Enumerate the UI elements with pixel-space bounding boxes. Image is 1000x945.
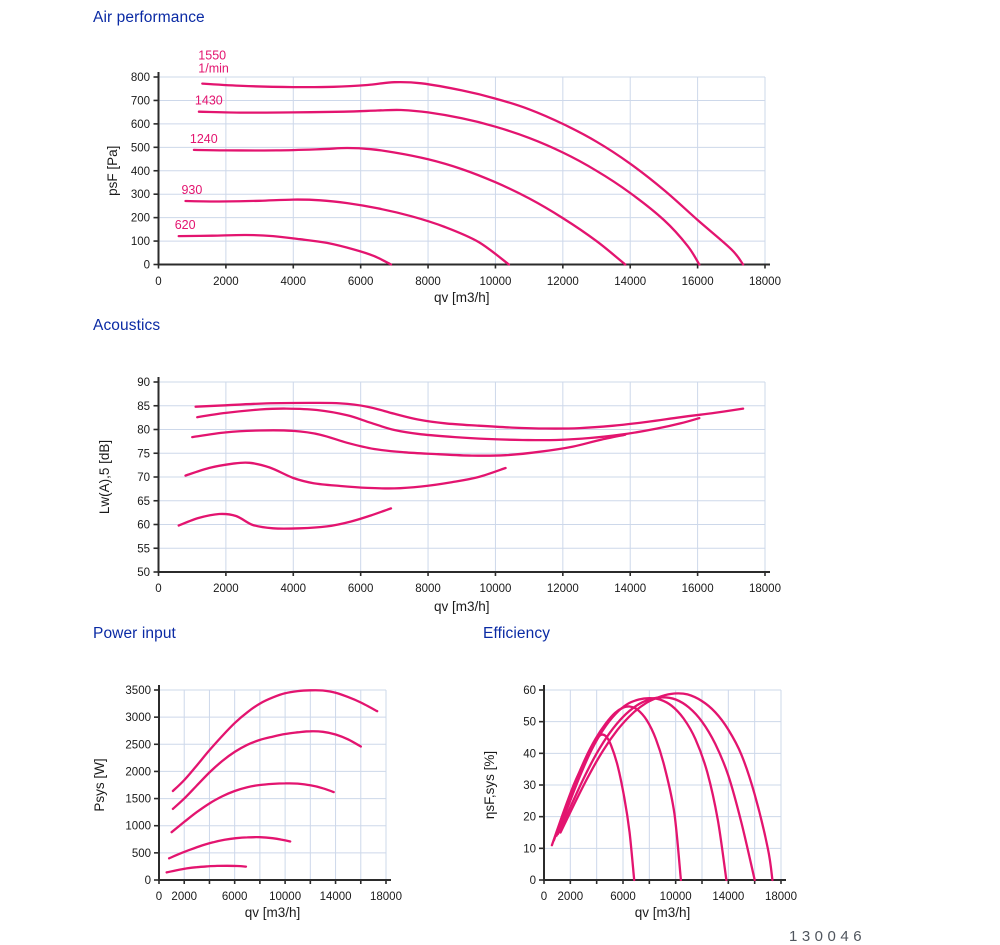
svg-text:2000: 2000 [125,766,151,778]
svg-text:qv [m3/h]: qv [m3/h] [434,599,490,614]
svg-text:6000: 6000 [348,276,374,288]
section-title-efficiency: Efficiency [483,625,551,642]
svg-text:0: 0 [156,891,162,903]
svg-text:4000: 4000 [280,583,306,595]
svg-text:12000: 12000 [547,583,579,595]
svg-text:18000: 18000 [765,891,797,903]
svg-text:50: 50 [523,717,536,729]
svg-text:6000: 6000 [348,583,374,595]
svg-text:75: 75 [137,448,150,460]
svg-text:500: 500 [132,848,151,860]
svg-text:6000: 6000 [610,891,636,903]
svg-text:2000: 2000 [558,891,584,903]
svg-text:0: 0 [530,875,536,887]
svg-text:10000: 10000 [479,583,511,595]
svg-text:2000: 2000 [213,583,239,595]
svg-text:1240: 1240 [190,132,218,146]
svg-text:1/min: 1/min [198,62,229,76]
svg-text:1430: 1430 [195,94,223,108]
svg-text:85: 85 [137,401,150,413]
svg-text:500: 500 [131,142,150,154]
svg-text:10: 10 [523,843,536,855]
svg-text:psF [Pa]: psF [Pa] [105,146,120,196]
svg-text:620: 620 [175,218,196,232]
svg-text:10000: 10000 [479,276,511,288]
svg-text:1550: 1550 [198,49,226,63]
svg-text:14000: 14000 [320,891,352,903]
svg-text:Lw(A),5 [dB]: Lw(A),5 [dB] [97,440,112,514]
svg-text:4000: 4000 [280,276,306,288]
section-title-acoustics: Acoustics [93,317,161,334]
svg-text:40: 40 [523,748,536,760]
svg-text:1000: 1000 [125,821,151,833]
svg-text:55: 55 [137,543,150,555]
svg-text:16000: 16000 [682,276,714,288]
svg-text:2000: 2000 [213,276,239,288]
svg-text:8000: 8000 [415,276,441,288]
svg-text:70: 70 [137,472,150,484]
svg-text:930: 930 [181,183,202,197]
svg-text:14000: 14000 [614,276,646,288]
svg-text:600: 600 [131,119,150,131]
svg-text:80: 80 [137,425,150,437]
power-input-chart: 0 2000 6000 10000 14000 18000 0 500 1000 1500 2000… [92,685,402,920]
svg-text:qv [m3/h]: qv [m3/h] [635,905,691,920]
svg-text:ηsF,sys [%]: ηsF,sys [%] [482,751,497,819]
svg-text:6000: 6000 [222,891,248,903]
svg-text:0: 0 [144,260,150,272]
svg-text:1500: 1500 [125,794,151,806]
svg-text:Psys [W]: Psys [W] [92,758,107,811]
svg-text:14000: 14000 [614,583,646,595]
svg-text:30: 30 [523,780,536,792]
svg-text:0: 0 [155,276,161,288]
svg-text:300: 300 [131,189,150,201]
svg-text:0: 0 [145,875,151,887]
section-title-air-performance: Air performance [93,9,205,26]
svg-text:0: 0 [155,583,161,595]
svg-text:20: 20 [523,812,536,824]
svg-text:700: 700 [131,95,150,107]
air-performance-chart: 0 2000 4000 6000 8000 10000 12000 14000 16000 180… [105,49,781,305]
svg-text:800: 800 [131,72,150,84]
svg-text:14000: 14000 [712,891,744,903]
svg-text:qv [m3/h]: qv [m3/h] [434,290,490,305]
svg-text:qv [m3/h]: qv [m3/h] [245,905,301,920]
svg-text:2500: 2500 [125,739,151,751]
svg-text:18000: 18000 [749,276,781,288]
svg-text:3500: 3500 [125,685,151,697]
svg-text:50: 50 [137,567,150,579]
svg-text:60: 60 [137,520,150,532]
document-code: 130046 [789,928,867,945]
svg-text:90: 90 [137,377,150,389]
efficiency-chart: 0 2000 6000 10000 14000 18000 0 10 20 30 40 50 60 qv … [482,685,797,920]
section-title-power-input: Power input [93,625,176,642]
svg-text:12000: 12000 [547,276,579,288]
svg-text:2000: 2000 [171,891,197,903]
svg-text:100: 100 [131,236,150,248]
svg-text:200: 200 [131,213,150,225]
svg-text:0: 0 [541,891,547,903]
svg-text:60: 60 [523,685,536,697]
svg-text:18000: 18000 [370,891,402,903]
svg-text:18000: 18000 [749,583,781,595]
svg-text:65: 65 [137,496,150,508]
svg-text:400: 400 [131,166,150,178]
svg-text:16000: 16000 [682,583,714,595]
svg-text:10000: 10000 [660,891,692,903]
svg-text:3000: 3000 [125,712,151,724]
acoustics-chart: 0 2000 4000 6000 8000 10000 12000 14000 16000 180… [97,377,781,614]
svg-text:10000: 10000 [269,891,301,903]
svg-text:8000: 8000 [415,583,441,595]
